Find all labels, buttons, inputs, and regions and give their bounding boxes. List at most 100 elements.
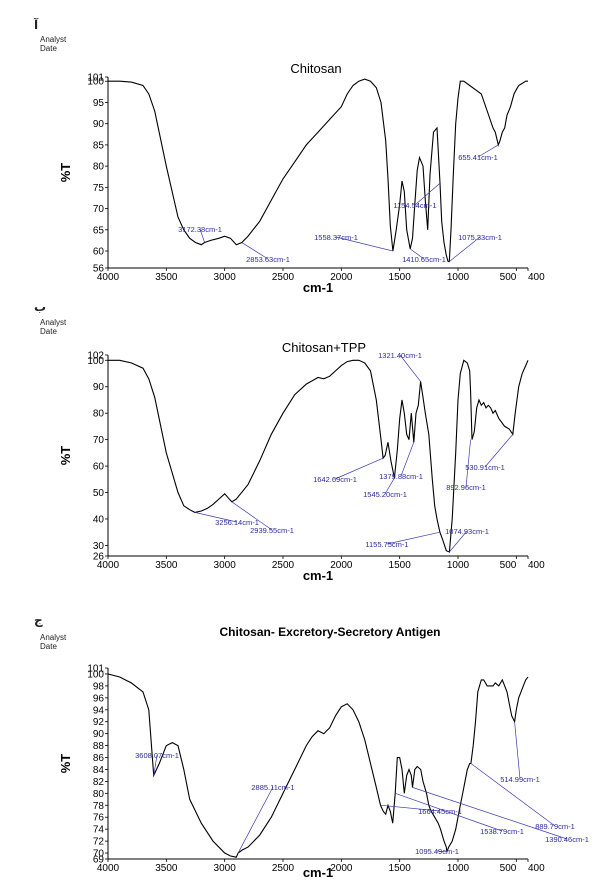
peak-label: 1154.54cm-1 <box>393 201 436 210</box>
y-tick-label: 101 <box>87 73 104 84</box>
date-label: Date <box>40 642 57 651</box>
peak-leader-line <box>335 236 393 252</box>
x-tick-label: 3000 <box>214 272 237 283</box>
peak-label: 1390.46cm-1 <box>545 835 589 844</box>
y-tick-label: 95 <box>93 98 105 109</box>
peak-label: 1664.45cm-1 <box>418 807 462 816</box>
peak-leader-line <box>436 850 447 853</box>
y-tick-label: 90 <box>93 729 105 740</box>
peak-leader-line <box>380 804 441 812</box>
peak-label: 1074.93cm-1 <box>445 527 489 536</box>
y-tick-label: 98 <box>93 681 105 692</box>
peak-leader-line <box>412 787 568 840</box>
peak-label: 1379.88cm-1 <box>379 472 423 481</box>
y-tick-label: 60 <box>93 462 105 473</box>
x-tick-label: 500 <box>500 560 517 571</box>
analyst-date-block-1: Analyst Date <box>40 35 66 53</box>
peak-leader-line <box>194 512 238 523</box>
y-axis-label: %T <box>58 446 73 466</box>
peak-label: 514.99cm-1 <box>500 775 540 784</box>
y-tick-label: 96 <box>93 693 105 704</box>
analyst-label: Analyst <box>40 35 67 44</box>
peak-label: 655.41cm-1 <box>458 153 498 162</box>
x-tick-label: 1500 <box>389 863 412 874</box>
y-tick-label: 92 <box>93 717 105 728</box>
y-tick-label: 60 <box>93 247 105 258</box>
peak-label: 2853.63cm-1 <box>246 255 290 264</box>
peak-leader-line <box>334 457 384 480</box>
y-tick-label: 88 <box>93 741 105 752</box>
y-tick-label: 100 <box>87 669 104 680</box>
y-tick-label: 70 <box>93 849 105 860</box>
panel-letter-a: آ <box>34 18 39 32</box>
analyst-date-block-2: Analyst Date <box>40 318 66 336</box>
y-tick-label: 26 <box>93 552 105 563</box>
peak-label: 3172.38cm-1 <box>178 225 222 234</box>
peak-label: 1410.65cm-1 <box>402 255 446 264</box>
peak-leader-line <box>231 501 273 531</box>
y-tick-label: 90 <box>93 382 105 393</box>
x-tick-label: 3500 <box>155 863 178 874</box>
y-axis-label: %T <box>58 163 73 183</box>
chart-title: Chitosan+TPP <box>282 340 366 355</box>
x-tick-label: 2500 <box>272 863 295 874</box>
peak-label: 1642.69cm-1 <box>313 475 357 484</box>
y-tick-label: 80 <box>93 162 105 173</box>
x-tick-label: 400 <box>528 863 545 874</box>
x-axis-label: cm-1 <box>303 280 333 295</box>
x-tick-label: 1000 <box>447 272 470 283</box>
peak-label: 1075.33cm-1 <box>458 233 502 242</box>
peak-leader-line <box>484 434 514 468</box>
peak-leader-line <box>153 754 158 776</box>
y-tick-label: 69 <box>93 855 105 866</box>
x-tick-label: 3500 <box>155 272 178 283</box>
peak-leader-line <box>395 793 503 832</box>
peak-leader-line <box>386 531 440 545</box>
peak-label: 2939.55cm-1 <box>250 526 294 535</box>
date-label: Date <box>40 327 57 336</box>
y-tick-label: 101 <box>87 664 104 675</box>
x-tick-label: 4000 <box>97 560 120 571</box>
x-tick-label: 3500 <box>155 560 178 571</box>
y-tick-label: 74 <box>93 825 105 836</box>
y-tick-label: 70 <box>93 435 105 446</box>
spectrum-line <box>108 359 529 553</box>
panel-letter-c: ج <box>34 613 43 627</box>
x-tick-label: 4000 <box>97 863 120 874</box>
peak-label: 3608.07cm-1 <box>135 751 179 760</box>
peak-leader-line <box>237 786 274 854</box>
x-tick-label: 3000 <box>214 560 237 571</box>
y-tick-label: 56 <box>93 264 105 275</box>
x-tick-label: 500 <box>500 272 517 283</box>
peak-label: 530.91cm-1 <box>465 463 505 472</box>
y-tick-label: 94 <box>93 705 105 716</box>
y-tick-label: 80 <box>93 409 105 420</box>
x-tick-label: 500 <box>500 863 517 874</box>
panel-letter-b: ب <box>34 300 47 314</box>
peak-label: 889.79cm-1 <box>535 822 575 831</box>
spectrum-line <box>108 78 528 263</box>
peak-label: 1538.79cm-1 <box>480 827 524 836</box>
date-label: Date <box>40 44 57 53</box>
x-tick-label: 4000 <box>97 272 120 283</box>
peak-label: 1558.37cm-1 <box>314 233 358 242</box>
peak-leader-line <box>514 721 521 780</box>
y-tick-label: 78 <box>93 801 105 812</box>
x-tick-label: 400 <box>528 560 545 571</box>
chart-title: Chitosan <box>290 61 341 76</box>
y-tick-label: 30 <box>93 541 105 552</box>
y-axis-label: %T <box>58 754 73 774</box>
peak-leader-line <box>477 144 499 158</box>
chart-title: Chitosan- Excretory-Secretory Antigen <box>220 625 441 639</box>
peak-leader-line <box>199 228 205 243</box>
peak-leader-line <box>414 182 441 206</box>
x-tick-label: 2000 <box>330 560 353 571</box>
peak-leader-line <box>384 477 395 495</box>
analyst-label: Analyst <box>40 633 67 642</box>
peak-label: 1095.49cm-1 <box>415 847 459 856</box>
y-tick-label: 102 <box>87 351 104 362</box>
y-tick-label: 84 <box>93 765 105 776</box>
